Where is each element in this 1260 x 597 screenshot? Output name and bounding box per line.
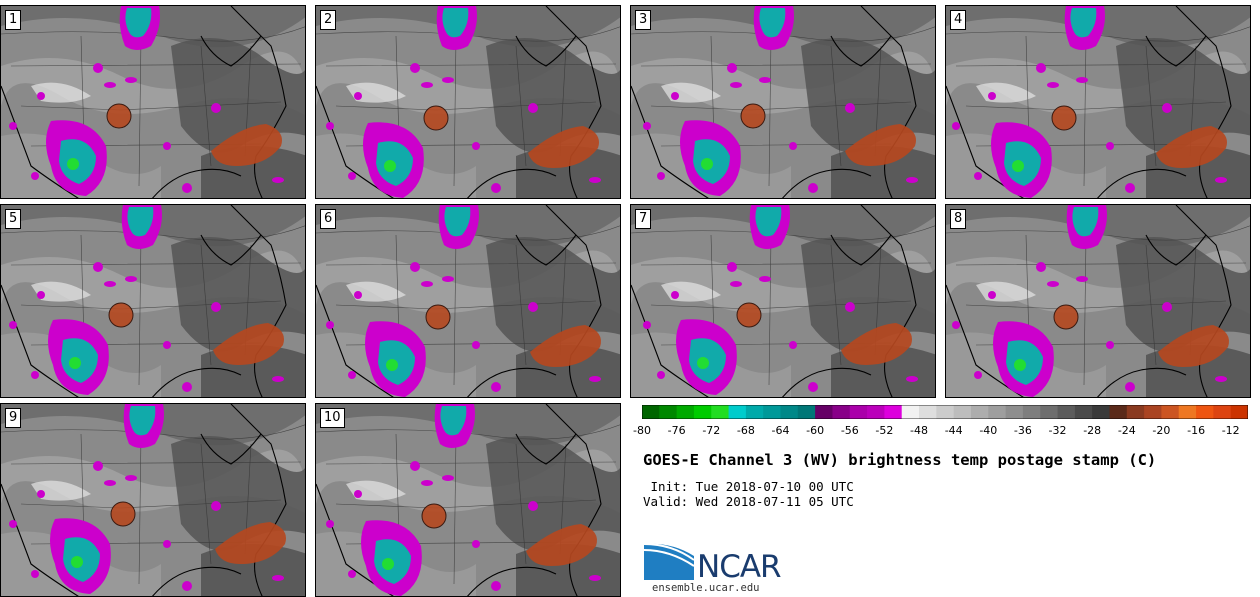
ensemble-member-panel: 10 [315,403,621,597]
colorbar-swatch [1161,405,1180,419]
colorbar-tick-label: -64 [771,424,790,437]
map-image [946,205,1250,397]
colorbar-swatch [711,405,730,419]
ensemble-member-panel: 5 [0,204,306,398]
figure-title: GOES-E Channel 3 (WV) brightness temp po… [643,451,1157,469]
colorbar-tick-label: -12 [1221,424,1240,437]
colorbar-tick-label: -52 [875,424,894,437]
map-image [1,6,305,198]
valid-time: Valid: Wed 2018-07-11 05 UTC [643,494,854,509]
colorbar-swatch [970,405,989,419]
map-image [316,404,620,596]
colorbar-swatch [1196,405,1214,419]
map-image [946,6,1250,198]
colorbar-swatch [1057,405,1076,419]
ensemble-member-panel: 7 [630,204,936,398]
colorbar-swatch [780,405,799,419]
member-number-label: 3 [635,10,652,30]
colorbar-tick-label: -48 [910,424,928,437]
colorbar [642,405,1248,419]
colorbar-swatch [832,405,851,419]
colorbar-swatch [1040,405,1059,419]
colorbar-tick-label: -32 [1048,424,1067,437]
member-number-label: 8 [950,209,967,229]
ensemble-member-panel: 3 [630,5,936,199]
colorbar-swatch [884,405,903,419]
colorbar-tick-label: -16 [1187,424,1206,437]
colorbar-swatch [936,405,955,419]
colorbar-swatch [953,405,972,419]
colorbar-swatch [1005,405,1024,419]
ensemble-member-panel: 1 [0,5,306,199]
map-image [316,6,620,198]
colorbar-tick-label: -80 [633,424,651,437]
ensemble-member-panel: 2 [315,5,621,199]
colorbar-swatch [745,405,764,419]
colorbar-swatch [797,405,816,419]
colorbar-swatch [815,405,833,419]
colorbar-swatch [1126,405,1145,419]
logo-url: ensemble.ucar.edu [652,582,760,594]
colorbar-swatch [659,405,678,419]
member-number-label: 7 [635,209,652,229]
colorbar-swatch [1144,405,1162,419]
colorbar-swatch [1092,405,1110,419]
colorbar-tick-label: -40 [979,424,998,437]
colorbar-swatch [1074,405,1093,419]
member-number-label: 1 [5,10,22,30]
colorbar-swatch [919,405,937,419]
init-time: Init: Tue 2018-07-10 00 UTC [643,479,854,494]
colorbar-swatch [676,405,695,419]
colorbar-swatch [642,405,660,419]
colorbar-swatch [1109,405,1128,419]
colorbar-swatch [1230,405,1248,419]
colorbar-tick-label: -28 [1083,424,1102,437]
colorbar-tick-label: -56 [840,424,859,437]
ensemble-member-panel: 9 [0,403,306,597]
colorbar-swatch [867,405,885,419]
map-image [316,205,620,397]
ensemble-member-panel: 6 [315,204,621,398]
colorbar-tick-label: -44 [944,424,963,437]
ncar-logo-text: NCAR [697,549,782,585]
map-image [631,6,935,198]
ensemble-member-panel: 8 [945,204,1251,398]
colorbar-swatch [1178,405,1197,419]
map-image [631,205,935,397]
member-number-label: 2 [320,10,337,30]
member-number-label: 5 [5,209,22,229]
colorbar-tick-label: -60 [806,424,825,437]
colorbar-swatch [988,405,1007,419]
map-image [1,404,305,596]
colorbar-swatch [728,405,747,419]
ncar-logo-icon [643,543,695,580]
member-number-label: 6 [320,209,337,229]
member-number-label: 10 [320,408,345,428]
colorbar-tick-label: -20 [1152,424,1171,437]
colorbar-tick-label: -72 [702,424,721,437]
colorbar-tick-label: -76 [667,424,686,437]
colorbar-swatch [901,405,920,419]
colorbar-tick-label: -24 [1117,424,1136,437]
colorbar-tick-label: -36 [1013,424,1032,437]
colorbar-swatch [1213,405,1232,419]
map-image [1,205,305,397]
colorbar-swatch [693,405,712,419]
ensemble-member-panel: 4 [945,5,1251,199]
colorbar-swatch [849,405,868,419]
colorbar-swatch [763,405,782,419]
colorbar-swatch [1022,405,1041,419]
member-number-label: 9 [5,408,22,428]
member-number-label: 4 [950,10,967,30]
colorbar-tick-label: -68 [736,424,755,437]
